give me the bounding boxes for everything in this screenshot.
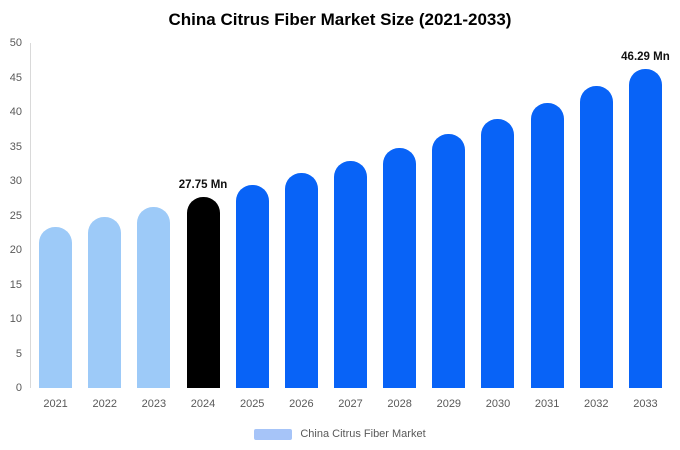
bar-slot: 2021 (31, 43, 80, 410)
bar-2032 (579, 86, 613, 388)
y-tick-label: 5 (15, 347, 22, 360)
x-tick-label: 2033 (633, 398, 658, 410)
legend-swatch (254, 428, 293, 440)
y-tick-label: 50 (9, 37, 22, 49)
bar-slot: 27.75 Mn 2024 (178, 43, 228, 410)
data-label-2024: 27.75 Mn (178, 178, 228, 191)
plot-area: 2021 2022 2023 27.75 Mn 2024 2025 2026 2027 2028… (30, 43, 670, 410)
y-tick-label: 20 (9, 244, 22, 256)
x-tick-label: 2031 (534, 398, 560, 410)
y-tick-label: 0 (15, 382, 22, 394)
bar-slot: 2025 (228, 43, 277, 410)
bar-slot: 2027 (326, 43, 375, 410)
y-tick-label: 45 (9, 71, 22, 84)
x-tick-label: 2029 (436, 398, 462, 410)
y-tick-label: 30 (9, 175, 22, 187)
bar-slot: 2032 (572, 43, 621, 410)
bar-2027 (334, 160, 368, 388)
bar-2023 (137, 207, 171, 388)
y-tick-label: 15 (9, 278, 22, 291)
x-tick-label: 2027 (338, 398, 363, 410)
bar-slot: 2030 (473, 43, 522, 410)
bar-2033 (628, 68, 662, 388)
legend: China Citrus Fiber Market (0, 428, 680, 440)
y-tick-label: 40 (9, 106, 22, 118)
bar-2026 (284, 173, 318, 388)
bar-slot: 2029 (424, 43, 473, 410)
bar-2021 (39, 226, 73, 388)
bar-slot: 46.29 Mn 2033 (621, 43, 670, 410)
x-tick-label: 2022 (92, 398, 117, 410)
bar-2030 (481, 118, 515, 388)
x-tick-label: 2026 (289, 398, 314, 410)
x-tick-label: 2032 (584, 398, 609, 410)
data-label-2033: 46.29 Mn (621, 50, 670, 63)
x-tick-label: 2030 (485, 398, 511, 410)
bar-2025 (235, 185, 269, 388)
y-axis: 0 5 10 15 20 25 30 35 40 45 50 (0, 37, 24, 394)
legend-label: China Citrus Fiber Market (300, 428, 426, 440)
chart-title: China Citrus Fiber Market Size (2021-203… (168, 10, 512, 29)
bar-2031 (530, 102, 564, 388)
x-tick-label: 2021 (43, 398, 68, 410)
x-tick-label: 2028 (387, 398, 412, 410)
x-tick-label: 2024 (190, 398, 216, 410)
bar-slot: 2031 (523, 43, 572, 410)
bar-2024 (186, 196, 220, 388)
bar-slot: 2023 (129, 43, 178, 410)
bar-2028 (383, 147, 417, 388)
bar-slot: 2022 (80, 43, 129, 410)
y-tick-label: 35 (9, 140, 22, 153)
bar-2022 (88, 217, 122, 388)
y-tick-label: 25 (9, 209, 22, 222)
x-tick-label: 2025 (239, 398, 265, 410)
bar-slot: 2028 (375, 43, 424, 410)
bar-slot: 2026 (277, 43, 326, 410)
y-tick-label: 10 (9, 313, 22, 325)
x-tick-label: 2023 (141, 398, 167, 410)
bar-2029 (432, 133, 466, 388)
